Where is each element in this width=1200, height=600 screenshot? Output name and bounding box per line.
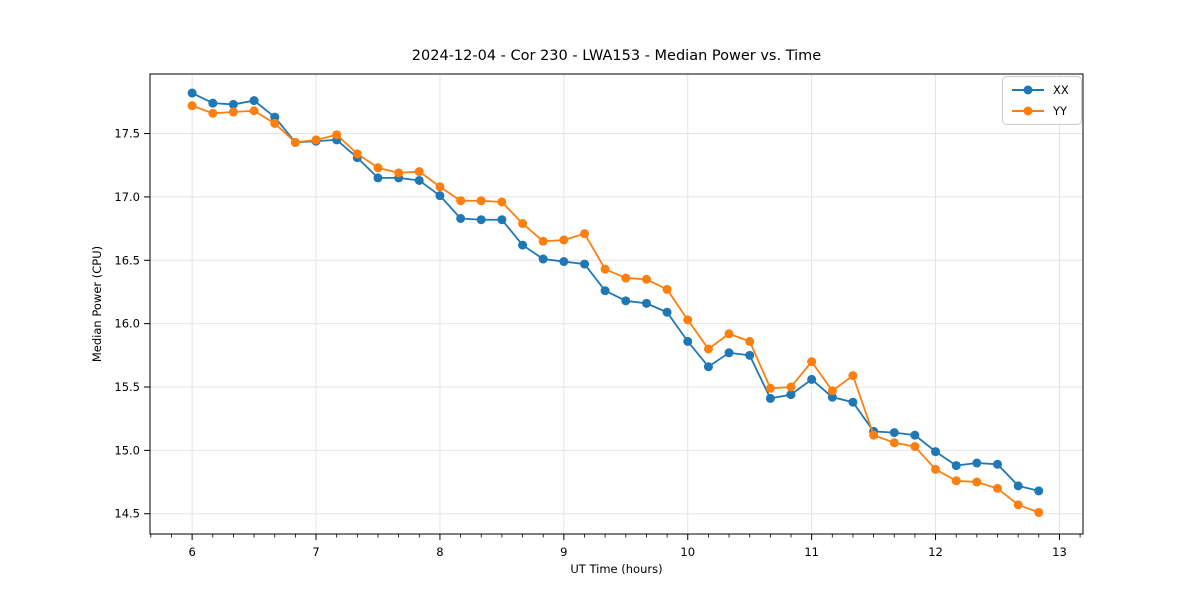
legend-label-xx: XX bbox=[1053, 83, 1069, 97]
svg-text:12: 12 bbox=[928, 545, 943, 559]
chart-title: 2024-12-04 - Cor 230 - LWA153 - Median P… bbox=[411, 48, 822, 64]
legend: XX YY bbox=[1002, 76, 1082, 125]
svg-text:7: 7 bbox=[312, 545, 319, 559]
x-axis-label: UT Time (hours) bbox=[570, 562, 663, 576]
svg-text:14.5: 14.5 bbox=[114, 507, 140, 521]
y-axis-label: Median Power (CPU) bbox=[90, 245, 104, 363]
legend-item-yy: YY bbox=[1012, 104, 1072, 118]
svg-text:17.0: 17.0 bbox=[114, 190, 140, 204]
svg-text:6: 6 bbox=[188, 545, 195, 559]
svg-text:9: 9 bbox=[560, 545, 567, 559]
svg-text:16.5: 16.5 bbox=[114, 253, 140, 267]
svg-text:10: 10 bbox=[680, 545, 695, 559]
svg-text:15.5: 15.5 bbox=[114, 380, 140, 394]
svg-text:15.0: 15.0 bbox=[114, 443, 140, 457]
legend-label-yy: YY bbox=[1053, 104, 1068, 118]
svg-text:17.5: 17.5 bbox=[114, 127, 140, 141]
svg-text:8: 8 bbox=[436, 545, 443, 559]
svg-text:11: 11 bbox=[804, 545, 819, 559]
svg-text:16.0: 16.0 bbox=[114, 317, 140, 331]
legend-item-xx: XX bbox=[1012, 83, 1072, 97]
legend-swatch-yy bbox=[1012, 110, 1044, 112]
legend-swatch-xx bbox=[1012, 89, 1044, 91]
svg-text:13: 13 bbox=[1052, 545, 1067, 559]
